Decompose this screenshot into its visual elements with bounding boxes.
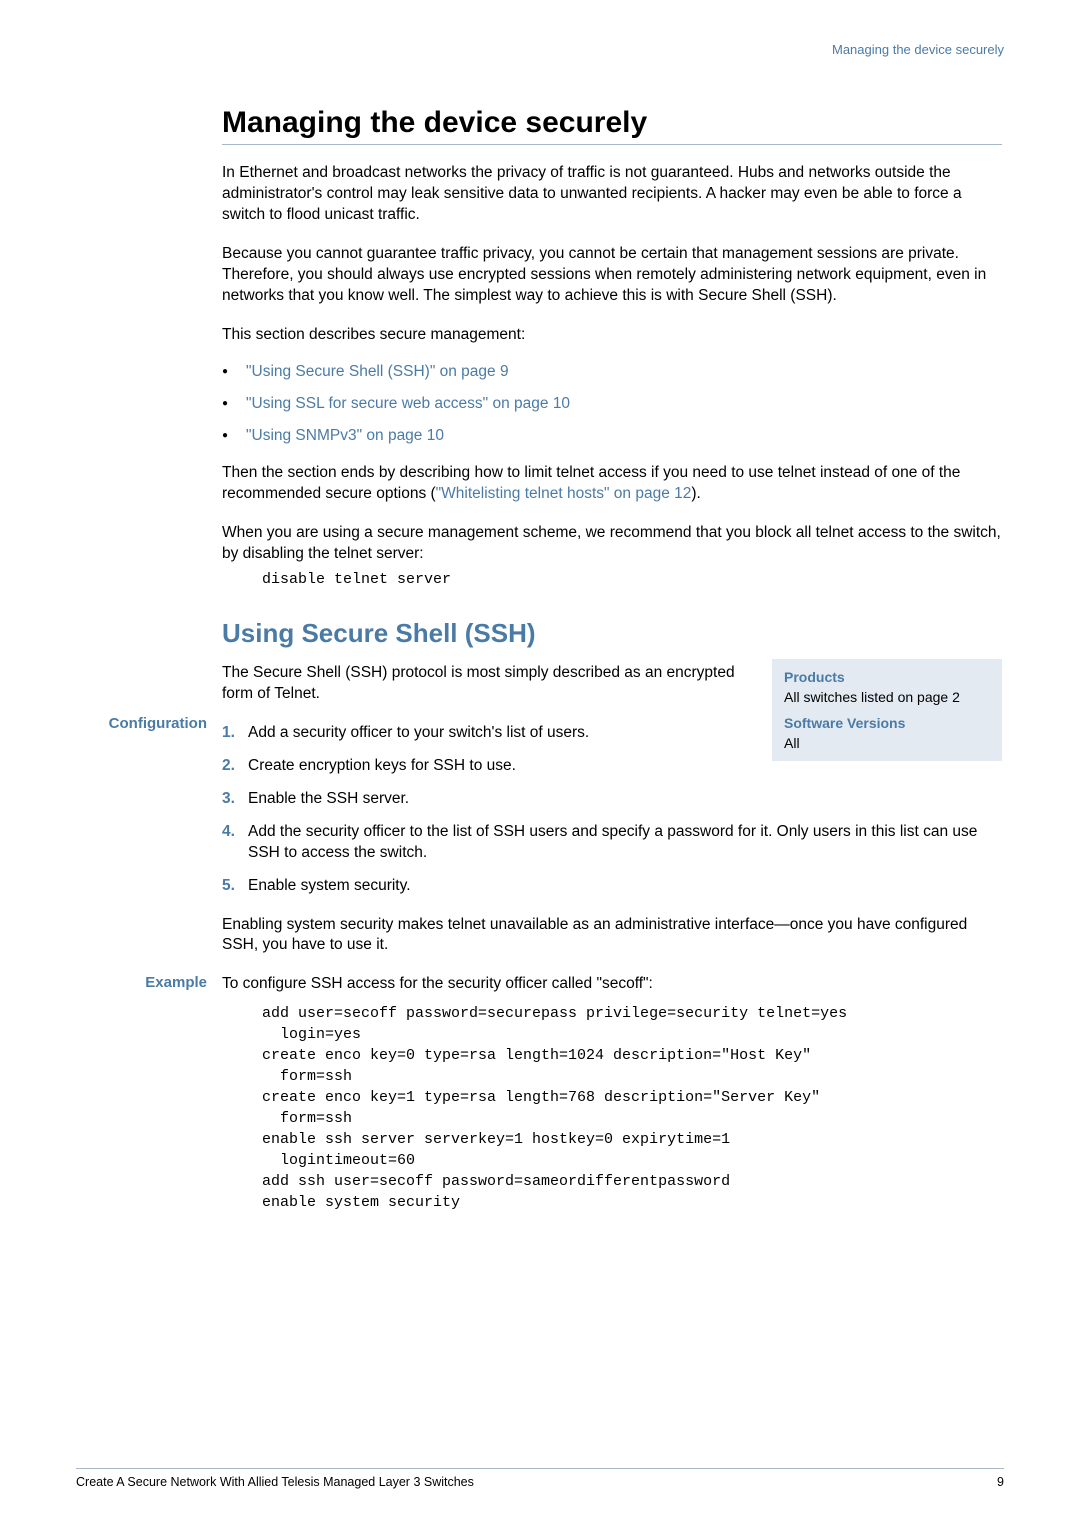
code-line: enable ssh server serverkey=1 hostkey=0 … — [262, 1129, 1002, 1150]
footer-title: Create A Secure Network With Allied Tele… — [76, 1475, 474, 1489]
code-line: form=ssh — [262, 1108, 1002, 1129]
step-num: 3. — [222, 789, 235, 810]
step-3: 3. Enable the SSH server. — [222, 789, 1002, 810]
toc-link[interactable]: "Using SNMPv3" on page 10 — [246, 427, 444, 444]
step-num: 1. — [222, 723, 235, 744]
step-4: 4. Add the security officer to the list o… — [222, 822, 1002, 864]
example-label: Example — [67, 974, 207, 991]
toc-link[interactable]: "Using Secure Shell (SSH)" on page 9 — [246, 363, 509, 380]
step-text: Add the security officer to the list of … — [248, 823, 977, 861]
page-footer: Create A Secure Network With Allied Tele… — [76, 1468, 1004, 1489]
whitelist-link[interactable]: "Whitelisting telnet hosts" on page 12 — [436, 485, 692, 502]
toc-item-ssh[interactable]: "Using Secure Shell (SSH)" on page 9 — [222, 363, 1002, 381]
infobox-versions-text: All — [784, 735, 990, 751]
step-5: 5. Enable system security. — [222, 876, 1002, 897]
example-code: add user=secoff password=securepass priv… — [262, 1003, 1002, 1213]
intro-paragraph-1: In Ethernet and broadcast networks the p… — [222, 163, 1002, 226]
code-line: create enco key=1 type=rsa length=768 de… — [262, 1087, 1002, 1108]
code-line: logintimeout=60 — [262, 1150, 1002, 1171]
step-text: Create encryption keys for SSH to use. — [248, 757, 516, 774]
infobox-products-text: All switches listed on page 2 — [784, 689, 990, 705]
info-box: Products All switches listed on page 2 S… — [772, 659, 1002, 761]
ssh-heading: Using Secure Shell (SSH) — [222, 618, 1002, 649]
step-2: 2. Create encryption keys for SSH to use. — [222, 756, 742, 777]
step-num: 2. — [222, 756, 235, 777]
running-header: Managing the device securely — [832, 42, 1004, 57]
code-line: form=ssh — [262, 1066, 1002, 1087]
ssh-intro: The Secure Shell (SSH) protocol is most … — [222, 663, 742, 705]
configuration-label: Configuration — [67, 715, 207, 732]
toc-item-ssl[interactable]: "Using SSL for secure web access" on pag… — [222, 395, 1002, 413]
code-line: add ssh user=secoff password=sameordiffe… — [262, 1171, 1002, 1192]
text: ). — [691, 485, 700, 502]
after-steps-note: Enabling system security makes telnet un… — [222, 915, 1002, 957]
code-line: enable system security — [262, 1192, 1002, 1213]
intro-paragraph-2: Because you cannot guarantee traffic pri… — [222, 244, 1002, 307]
step-1: 1. Add a security officer to your switch'… — [222, 723, 742, 744]
step-num: 5. — [222, 876, 235, 897]
code-disable-telnet: disable telnet server — [262, 571, 1002, 588]
example-intro: To configure SSH access for the security… — [222, 974, 1002, 995]
page-title: Managing the device securely — [222, 106, 1002, 145]
code-line: add user=secoff password=securepass priv… — [262, 1003, 1002, 1024]
toc-bullets: "Using Secure Shell (SSH)" on page 9 "Us… — [222, 363, 1002, 445]
footer-page-number: 9 — [997, 1475, 1004, 1489]
infobox-products-heading: Products — [784, 669, 990, 685]
step-text: Add a security officer to your switch's … — [248, 724, 589, 741]
toc-link[interactable]: "Using SSL for secure web access" on pag… — [246, 395, 570, 412]
code-line: login=yes — [262, 1024, 1002, 1045]
body-paragraph-5: When you are using a secure management s… — [222, 523, 1002, 565]
step-text: Enable system security. — [248, 877, 411, 894]
infobox-versions-heading: Software Versions — [784, 715, 990, 731]
code-line: create enco key=0 type=rsa length=1024 d… — [262, 1045, 1002, 1066]
step-num: 4. — [222, 822, 235, 843]
body-paragraph-4: Then the section ends by describing how … — [222, 463, 1002, 505]
toc-item-snmp[interactable]: "Using SNMPv3" on page 10 — [222, 427, 1002, 445]
step-text: Enable the SSH server. — [248, 790, 409, 807]
intro-paragraph-3: This section describes secure management… — [222, 325, 1002, 346]
